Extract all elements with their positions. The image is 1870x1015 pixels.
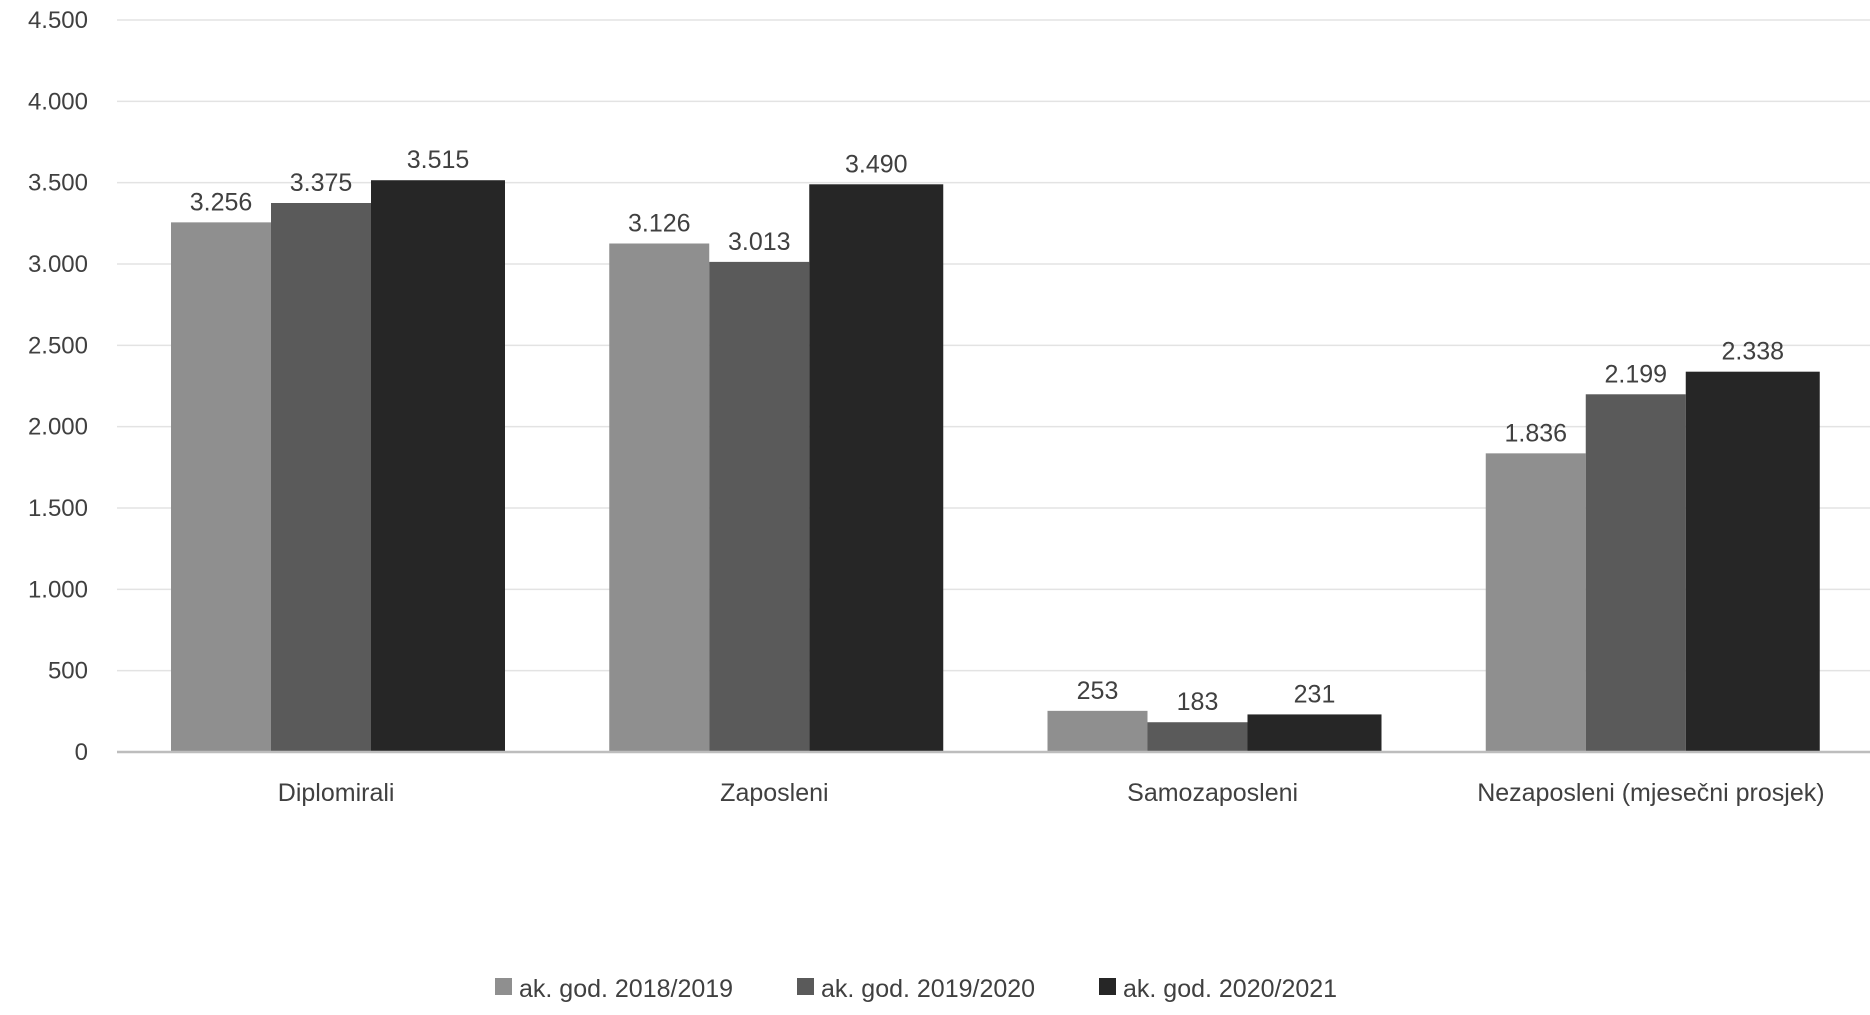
- legend-swatch: [1099, 978, 1116, 995]
- bar-1: [1047, 710, 1148, 752]
- category-labels: Diplomirali Zaposleni Samozaposleni Nezapos…: [278, 779, 1825, 807]
- data-label: 2.199: [1604, 360, 1667, 388]
- y-tick-label: 4.000: [28, 88, 88, 115]
- data-label: 3.515: [407, 146, 470, 174]
- data-label: 3.375: [290, 169, 353, 197]
- y-axis-tick-labels: 0 500 1.000 1.500 2.000 2.500 3.000 3.500 4.000 4…: [28, 7, 88, 766]
- bar-2: [1585, 394, 1686, 752]
- category-label: Samozaposleni: [1127, 779, 1298, 807]
- y-tick-label: 2.000: [28, 414, 88, 441]
- y-tick-label: 1.000: [28, 576, 88, 603]
- bar-3: [1247, 714, 1382, 752]
- legend: ak. god. 2018/2019 ak. god. 2019/2020 ak. …: [495, 975, 1337, 1003]
- bar-3: [371, 180, 505, 752]
- bar-1: [609, 243, 710, 752]
- legend-swatch: [495, 978, 512, 995]
- legend-label: ak. god. 2020/2021: [1123, 975, 1337, 1003]
- bars: [171, 180, 1820, 753]
- data-label: 3.126: [628, 210, 691, 238]
- bar-3: [809, 184, 944, 752]
- data-labels: 3.256 3.375 3.515 3.126 3.013 3.490 253 183 231 1…: [190, 146, 1784, 716]
- data-label: 3.256: [190, 188, 253, 216]
- y-tick-label: 2.500: [28, 332, 88, 359]
- data-label: 183: [1177, 688, 1219, 716]
- data-label: 2.338: [1721, 338, 1784, 366]
- y-tick-label: 1.500: [28, 495, 88, 522]
- legend-label: ak. god. 2018/2019: [519, 975, 733, 1003]
- category-label: Zaposleni: [720, 779, 828, 807]
- category-label: Diplomirali: [278, 779, 395, 807]
- bar-1: [171, 222, 271, 753]
- data-label: 253: [1077, 677, 1119, 705]
- data-label: 231: [1294, 680, 1336, 708]
- data-label: 1.836: [1504, 419, 1567, 447]
- legend-label: ak. god. 2019/2020: [821, 975, 1035, 1003]
- bar-1: [1485, 453, 1586, 752]
- bar-2: [709, 261, 810, 752]
- y-tick-label: 4.500: [28, 7, 88, 34]
- category-label: Nezaposleni (mjesečni prosjek): [1477, 779, 1824, 807]
- y-tick-label: 3.500: [28, 170, 88, 197]
- legend-swatch: [797, 978, 814, 995]
- bar-3: [1685, 371, 1820, 752]
- y-tick-label: 500: [48, 658, 88, 685]
- data-label: 3.013: [728, 228, 791, 256]
- y-tick-label: 3.000: [28, 251, 88, 278]
- y-tick-label: 0: [75, 739, 88, 766]
- bar-2: [1147, 722, 1248, 752]
- data-label: 3.490: [845, 150, 908, 178]
- bar-2: [271, 203, 371, 752]
